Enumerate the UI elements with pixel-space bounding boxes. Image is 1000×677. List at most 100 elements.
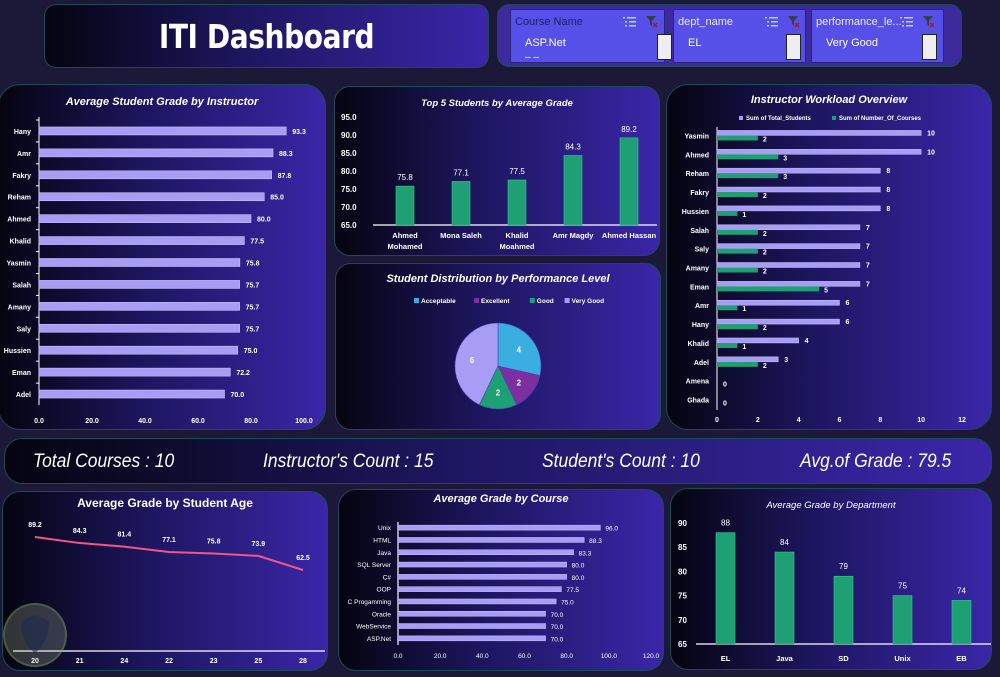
bar bbox=[397, 586, 562, 592]
kpi-bar: Total Courses : 10 Instructor's Count : … bbox=[4, 438, 992, 484]
data-label: 75 bbox=[898, 582, 907, 591]
slicer-item-very-good[interactable]: Very Good bbox=[826, 37, 878, 49]
y-tick-label: 70 bbox=[678, 616, 687, 625]
chart-performance-distribution: Acceptable Excellent Good Very Good 4 2 2 6 bbox=[414, 298, 604, 410]
bar bbox=[563, 155, 583, 226]
data-label: 2 bbox=[496, 389, 501, 398]
bar-number-of-courses bbox=[717, 192, 758, 198]
category-label: Fakry bbox=[690, 190, 709, 197]
bar bbox=[397, 623, 546, 629]
kpi-student-count: Student's Count : 10 bbox=[542, 451, 700, 472]
chart-title: Student Distribution by Performance Leve… bbox=[386, 273, 610, 285]
data-label: 77.5 bbox=[250, 239, 264, 246]
panel-grade-by-course: Average Grade by Course Unix 96.0 HTML 88.3… bbox=[338, 489, 664, 671]
data-label: 75.8 bbox=[246, 261, 260, 268]
bar bbox=[774, 551, 795, 645]
bar bbox=[38, 126, 287, 136]
data-label: 3 bbox=[783, 174, 787, 181]
bar bbox=[38, 280, 240, 289]
category-label: Eman bbox=[690, 284, 709, 291]
data-label: 10 bbox=[927, 130, 935, 137]
data-label: 3 bbox=[784, 357, 788, 364]
category-label: Ahmed Hassan bbox=[602, 231, 657, 240]
data-label: 70.0 bbox=[551, 624, 564, 631]
category-label: Amr Magdy bbox=[553, 231, 595, 240]
bar bbox=[38, 258, 241, 267]
bar-number-of-courses bbox=[717, 267, 758, 273]
legend-swatch bbox=[414, 298, 419, 303]
data-label: 2 bbox=[517, 379, 522, 388]
slicer-scrollbar[interactable] bbox=[786, 34, 801, 60]
category-label: Hussien bbox=[682, 209, 709, 216]
data-label: 7 bbox=[866, 281, 870, 288]
x-tick-label: 80.0 bbox=[244, 418, 258, 425]
category-label: Mona Saleh bbox=[440, 231, 482, 240]
data-label: 8 bbox=[886, 206, 890, 213]
multi-select-icon[interactable] bbox=[900, 16, 913, 27]
data-label: 1 bbox=[742, 344, 746, 351]
data-label: 7 bbox=[866, 225, 870, 232]
dashboard-title: ITI Dashboard bbox=[158, 17, 375, 56]
bar bbox=[507, 179, 527, 226]
data-label: 1 bbox=[742, 212, 746, 219]
chart-grade-by-department: 90 85 80 75 70 65 88 EL 84 Java 79 SD 75 Unix 74 EB bbox=[678, 519, 991, 663]
y-tick-label: 80 bbox=[678, 567, 687, 576]
x-tick-label: 100.0 bbox=[295, 418, 313, 425]
bar bbox=[397, 561, 567, 568]
bar-total-students bbox=[716, 262, 861, 268]
x-tick-label: 24 bbox=[120, 658, 128, 665]
bar-number-of-courses bbox=[717, 305, 738, 311]
data-label: 3 bbox=[783, 155, 787, 162]
data-label: 1 bbox=[742, 306, 746, 313]
x-tick-label: 28 bbox=[299, 658, 307, 665]
category-label: Adel bbox=[694, 360, 709, 367]
slicer-item-el[interactable]: EL bbox=[688, 37, 702, 49]
data-label: 77.5 bbox=[509, 167, 525, 176]
multi-select-icon[interactable] bbox=[765, 16, 778, 27]
slicer-performance-level[interactable]: performance_le... Very Good bbox=[811, 9, 944, 63]
legend-label: Sum of Number_Of_Courses bbox=[839, 116, 922, 122]
bar bbox=[397, 549, 574, 555]
data-label: 85.0 bbox=[270, 195, 284, 202]
category-label: Mohamed bbox=[387, 242, 422, 251]
legend-swatch bbox=[529, 298, 535, 303]
slicer-item-aspnet[interactable]: ASP.Net bbox=[525, 37, 566, 49]
clear-filter-icon[interactable] bbox=[787, 15, 800, 28]
x-tick-label: 12 bbox=[958, 417, 966, 424]
slicer-header: performance_le... bbox=[816, 16, 902, 28]
chart-title: Instructor Workload Overview bbox=[750, 94, 908, 106]
slicer-course-name[interactable]: Course Name ASP.Net – – bbox=[510, 9, 672, 63]
data-label: 7 bbox=[866, 244, 870, 251]
category-label: Hany bbox=[14, 129, 31, 136]
slicer-scrollbar[interactable] bbox=[922, 34, 937, 60]
slicer-scrollbar[interactable] bbox=[657, 34, 672, 60]
data-label: 75.8 bbox=[397, 173, 413, 182]
slicer-dept-name[interactable]: dept_name EL bbox=[673, 9, 806, 63]
data-label: 84.3 bbox=[73, 528, 87, 535]
data-label: 84 bbox=[780, 538, 789, 547]
data-label: 83.3 bbox=[579, 550, 592, 557]
panel-grade-by-instructor: Average Student Grade by Instructor Hany… bbox=[0, 84, 326, 430]
data-label: 6 bbox=[846, 300, 850, 307]
bar bbox=[397, 635, 546, 642]
multi-select-icon[interactable] bbox=[623, 16, 636, 27]
data-label: 70.0 bbox=[551, 612, 564, 619]
chart-top5-students: 95.0 90.0 85.0 80.0 75.0 70.0 65.0 75.8 Ahmed Moh… bbox=[341, 113, 657, 251]
category-label: OOP bbox=[377, 587, 391, 594]
data-label: 87.8 bbox=[278, 173, 292, 180]
data-label: 88.3 bbox=[279, 151, 293, 158]
bar bbox=[38, 236, 245, 245]
clear-filter-icon[interactable] bbox=[645, 15, 658, 28]
clear-filter-icon[interactable] bbox=[922, 15, 935, 28]
kpi-instructor-count: Instructor's Count : 15 bbox=[263, 451, 434, 472]
y-tick-label: 95.0 bbox=[341, 113, 357, 122]
category-label: Ghada bbox=[687, 398, 709, 405]
slicer-item-blank[interactable]: – – bbox=[525, 52, 539, 63]
category-label: Fakry bbox=[12, 173, 31, 180]
x-tick-label: 40.0 bbox=[476, 653, 489, 660]
category-label: Amany bbox=[8, 304, 31, 311]
slicer-header: Course Name bbox=[515, 16, 583, 28]
category-label: Hussien bbox=[4, 348, 31, 355]
data-label: 88 bbox=[721, 519, 730, 528]
data-label: 2 bbox=[763, 136, 767, 143]
